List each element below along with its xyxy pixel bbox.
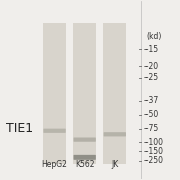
Text: HepG2: HepG2 [42,160,68,169]
FancyBboxPatch shape [73,155,96,160]
Text: TIE1: TIE1 [6,122,33,136]
Text: JK: JK [111,160,118,169]
FancyBboxPatch shape [73,138,96,142]
Text: --100: --100 [143,138,163,147]
Text: --150: --150 [143,147,163,156]
Text: --20: --20 [143,62,158,71]
Text: --15: --15 [143,45,158,54]
Text: --37: --37 [143,96,158,105]
FancyBboxPatch shape [103,23,126,165]
FancyBboxPatch shape [43,23,66,165]
FancyBboxPatch shape [43,129,66,133]
FancyBboxPatch shape [104,132,126,136]
Text: --25: --25 [143,73,158,82]
Text: K562: K562 [75,160,94,169]
Text: (kd): (kd) [147,32,162,41]
FancyBboxPatch shape [73,23,96,165]
Text: --75: --75 [143,125,158,134]
Text: --250: --250 [143,156,163,165]
Text: --50: --50 [143,110,158,119]
